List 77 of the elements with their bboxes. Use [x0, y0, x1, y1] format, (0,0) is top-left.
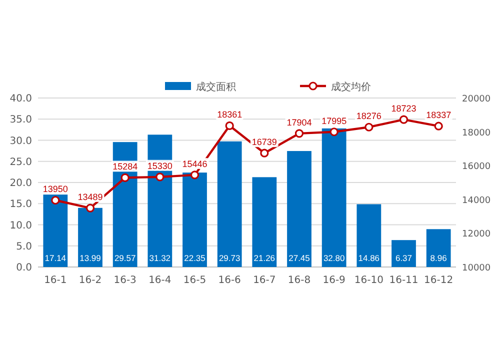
point — [260, 148, 269, 158]
point — [86, 204, 95, 212]
y-tick-label: 40.0 — [10, 94, 32, 104]
x-tick-label: 16-12 — [424, 275, 454, 286]
x-tick-label: 16-8 — [288, 275, 311, 286]
x-tick-label: 16-6 — [218, 275, 241, 286]
y2-tick-label: 20000 — [462, 94, 491, 104]
bar — [392, 240, 416, 267]
point — [190, 170, 200, 180]
y-tick-label: 0.0 — [16, 262, 32, 274]
data-label: 29.57 — [114, 253, 136, 263]
data-label: 18276 — [356, 111, 382, 122]
data-label: 17.14 — [44, 253, 66, 263]
data-label: 18337 — [426, 110, 452, 120]
data-label: 14.86 — [358, 253, 380, 263]
y-tick-label: 10.0 — [10, 220, 32, 232]
y2-tick-label: 18000 — [462, 128, 491, 138]
bar — [356, 204, 382, 267]
bar — [322, 128, 346, 267]
x-tick-label: 16-7 — [253, 275, 276, 286]
data-label: 17995 — [322, 116, 347, 126]
bar — [43, 194, 68, 267]
data-label: 8.96 — [430, 253, 448, 263]
point — [51, 196, 60, 205]
data-label: 16739 — [252, 137, 277, 148]
data-label: 32.80 — [323, 253, 345, 263]
y-tick-label: 15.0 — [10, 199, 32, 210]
x-tick-label: 16-2 — [78, 275, 102, 286]
data-label: 15284 — [112, 162, 138, 172]
data-label: 18723 — [391, 104, 416, 114]
x-tick-label: 16-11 — [389, 275, 418, 286]
data-label: 18361 — [217, 110, 242, 120]
data-label: 15446 — [182, 158, 208, 169]
y-tick-label: 20.0 — [10, 178, 32, 189]
y-tick-label: 25.0 — [10, 156, 32, 168]
data-label: 13950 — [42, 184, 68, 194]
data-label: 22.35 — [184, 253, 206, 263]
bar — [148, 134, 172, 267]
bar — [217, 141, 242, 267]
y2-tick-label: 16000 — [462, 162, 491, 172]
data-label: 15330 — [147, 160, 172, 171]
x-tick-label: 16-5 — [183, 275, 206, 286]
point — [225, 121, 234, 130]
point — [330, 128, 338, 136]
data-label: 29.73 — [218, 253, 240, 263]
x-tick-label: 16-10 — [354, 275, 384, 286]
x-tick-label: 16-1 — [44, 275, 67, 286]
data-label: 17904 — [286, 117, 312, 128]
y2-tick-label: 10000 — [462, 264, 491, 274]
data-label: 13489 — [78, 192, 103, 202]
y-tick-label: 30.0 — [10, 136, 32, 147]
bar — [182, 172, 207, 267]
x-tick-label: 16-3 — [114, 275, 136, 286]
data-label: 21.26 — [254, 253, 276, 263]
legend-label: 成交均价 — [331, 81, 371, 93]
bar — [78, 208, 102, 267]
bar — [112, 142, 138, 267]
bar — [252, 177, 277, 267]
bar — [426, 229, 451, 267]
point — [434, 122, 443, 130]
bar — [287, 151, 312, 267]
point — [294, 129, 304, 138]
data-label: 31.32 — [149, 253, 171, 263]
x-tick-label: 16-4 — [148, 275, 172, 286]
y-tick-label: 5.0 — [16, 241, 32, 252]
data-label: 6.37 — [395, 253, 412, 263]
y2-tick-label: 14000 — [462, 196, 491, 206]
data-label: 27.45 — [288, 253, 310, 263]
data-label: 13.99 — [80, 253, 102, 263]
point — [156, 172, 164, 182]
y2-tick-label: 12000 — [462, 230, 491, 240]
x-tick-label: 16-9 — [322, 275, 346, 286]
y-tick-label: 35.0 — [10, 114, 32, 126]
point — [120, 173, 130, 182]
legend-label: 成交面积 — [196, 81, 236, 93]
point — [364, 122, 374, 132]
point — [399, 115, 408, 124]
